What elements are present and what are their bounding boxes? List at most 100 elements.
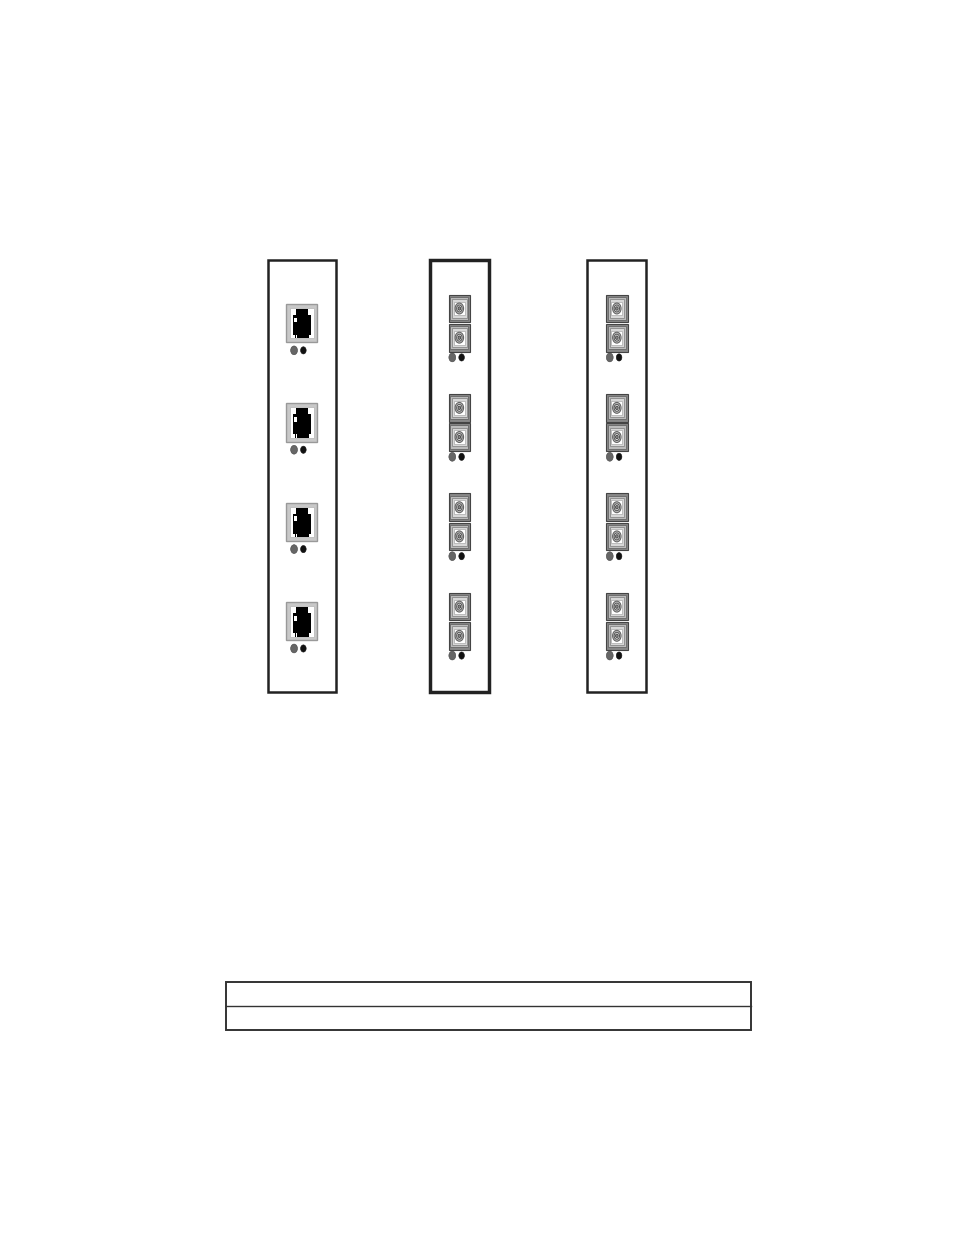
Bar: [452, 598, 466, 616]
Bar: [295, 309, 308, 315]
Bar: [450, 525, 468, 548]
Bar: [294, 616, 296, 620]
Bar: [450, 495, 468, 519]
Circle shape: [457, 605, 460, 609]
Bar: [607, 425, 625, 448]
Bar: [611, 629, 621, 642]
Circle shape: [449, 552, 456, 561]
Bar: [290, 408, 314, 437]
Bar: [611, 500, 621, 514]
Bar: [607, 296, 625, 320]
Bar: [609, 399, 623, 417]
Bar: [450, 396, 468, 420]
Circle shape: [455, 630, 463, 641]
Circle shape: [300, 546, 306, 553]
Circle shape: [458, 354, 464, 361]
Bar: [298, 534, 299, 537]
Bar: [290, 606, 314, 636]
Bar: [611, 401, 621, 415]
Circle shape: [612, 630, 620, 641]
Bar: [294, 516, 296, 521]
Circle shape: [614, 603, 618, 610]
Circle shape: [455, 601, 463, 613]
Circle shape: [449, 452, 456, 461]
Circle shape: [614, 534, 618, 540]
Bar: [302, 433, 303, 437]
Bar: [286, 503, 317, 541]
Bar: [605, 324, 627, 352]
Bar: [454, 301, 464, 315]
Circle shape: [457, 535, 460, 538]
Bar: [454, 530, 464, 543]
Circle shape: [449, 353, 456, 362]
Circle shape: [614, 335, 618, 341]
Circle shape: [614, 433, 618, 441]
Bar: [454, 430, 464, 443]
Bar: [290, 506, 314, 537]
Circle shape: [606, 353, 613, 362]
Bar: [605, 295, 627, 322]
Circle shape: [458, 453, 464, 461]
Bar: [307, 534, 309, 537]
Circle shape: [614, 404, 618, 411]
Circle shape: [291, 545, 297, 553]
Bar: [605, 494, 627, 521]
Circle shape: [615, 435, 618, 438]
Bar: [448, 424, 470, 451]
Circle shape: [456, 534, 461, 540]
Bar: [294, 632, 296, 636]
Circle shape: [455, 501, 463, 513]
Bar: [298, 632, 299, 636]
Circle shape: [612, 403, 620, 414]
Bar: [605, 394, 627, 421]
Bar: [448, 394, 470, 421]
Bar: [450, 425, 468, 448]
Bar: [296, 433, 298, 437]
Bar: [293, 614, 311, 634]
Bar: [452, 329, 466, 347]
Bar: [307, 632, 309, 636]
Bar: [609, 626, 623, 645]
Bar: [450, 595, 468, 619]
Bar: [452, 527, 466, 546]
Bar: [448, 622, 470, 650]
Bar: [300, 632, 301, 636]
Bar: [286, 403, 317, 442]
Circle shape: [456, 504, 461, 511]
Bar: [305, 632, 307, 636]
Bar: [452, 427, 466, 446]
Circle shape: [614, 305, 618, 312]
Bar: [302, 335, 303, 338]
Circle shape: [456, 305, 461, 312]
Circle shape: [291, 346, 297, 354]
Circle shape: [455, 403, 463, 414]
Bar: [268, 261, 335, 692]
Bar: [454, 600, 464, 614]
Circle shape: [615, 505, 618, 509]
Bar: [294, 335, 296, 338]
Bar: [448, 295, 470, 322]
Circle shape: [291, 446, 297, 454]
Bar: [611, 530, 621, 543]
Bar: [290, 308, 314, 338]
Bar: [611, 430, 621, 443]
Bar: [302, 534, 303, 537]
Circle shape: [458, 552, 464, 559]
Circle shape: [616, 552, 621, 559]
Bar: [305, 534, 307, 537]
Bar: [293, 315, 311, 335]
Bar: [300, 335, 301, 338]
Bar: [303, 335, 305, 338]
Bar: [454, 629, 464, 642]
Bar: [295, 409, 308, 415]
Bar: [452, 299, 466, 317]
Bar: [307, 335, 309, 338]
Bar: [296, 335, 298, 338]
Circle shape: [455, 303, 463, 314]
Circle shape: [291, 645, 297, 653]
Bar: [303, 632, 305, 636]
Circle shape: [615, 406, 618, 410]
Circle shape: [457, 505, 460, 509]
Bar: [298, 335, 299, 338]
Circle shape: [300, 645, 306, 652]
